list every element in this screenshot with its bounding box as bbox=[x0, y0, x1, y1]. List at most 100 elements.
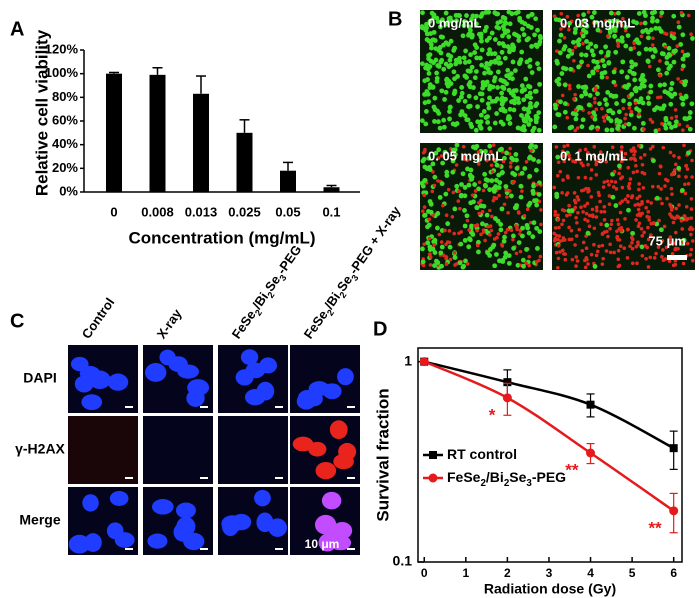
cell bbox=[652, 256, 657, 260]
cell bbox=[427, 19, 433, 24]
cell bbox=[457, 189, 461, 193]
cell bbox=[680, 32, 686, 38]
image-label: 0. 05 mg/mL bbox=[428, 148, 503, 163]
micrograph bbox=[218, 487, 288, 555]
cell bbox=[610, 145, 615, 150]
cell bbox=[474, 143, 480, 149]
cell bbox=[476, 249, 481, 255]
cell bbox=[610, 194, 616, 200]
cell bbox=[518, 194, 524, 200]
cell bbox=[630, 230, 636, 236]
cell bbox=[669, 125, 674, 130]
cell bbox=[473, 69, 479, 74]
cell bbox=[654, 251, 658, 256]
cell bbox=[581, 240, 586, 245]
cell bbox=[478, 203, 484, 209]
cell bbox=[485, 250, 490, 256]
cell bbox=[524, 113, 530, 118]
cell bbox=[453, 263, 457, 267]
cell bbox=[507, 47, 513, 52]
cell bbox=[423, 121, 429, 127]
cell bbox=[467, 228, 471, 232]
cell bbox=[608, 226, 612, 231]
cell bbox=[567, 27, 571, 32]
cell bbox=[665, 196, 669, 201]
cell bbox=[656, 184, 661, 189]
cell bbox=[562, 101, 568, 107]
cell bbox=[457, 55, 462, 61]
cell bbox=[583, 147, 588, 152]
cell bbox=[462, 207, 467, 213]
marker bbox=[586, 400, 595, 409]
cell bbox=[519, 89, 525, 94]
cell bbox=[467, 68, 473, 74]
cell bbox=[515, 262, 521, 268]
cell bbox=[638, 77, 644, 83]
cell bbox=[472, 50, 478, 55]
image-background bbox=[68, 416, 138, 484]
cell bbox=[515, 9, 521, 15]
cell bbox=[615, 229, 619, 234]
cell bbox=[492, 51, 498, 57]
cell bbox=[503, 20, 509, 26]
cell bbox=[639, 244, 645, 250]
cell bbox=[552, 124, 558, 130]
cell bbox=[683, 79, 689, 84]
cell bbox=[635, 169, 639, 174]
cell bbox=[683, 182, 687, 187]
cell bbox=[639, 156, 643, 160]
micrograph bbox=[290, 416, 360, 484]
cell bbox=[592, 116, 598, 122]
cell bbox=[527, 173, 533, 179]
cell bbox=[649, 233, 653, 237]
cell bbox=[632, 41, 636, 46]
cell bbox=[445, 221, 451, 227]
image-label: 0 mg/mL bbox=[428, 15, 482, 30]
y-tick-label: 1 bbox=[404, 352, 412, 368]
cell bbox=[445, 52, 451, 58]
cell bbox=[483, 183, 489, 189]
cell bbox=[503, 250, 509, 256]
cell bbox=[505, 227, 510, 232]
cell bbox=[596, 190, 601, 195]
cell bbox=[614, 101, 619, 106]
cell bbox=[479, 47, 485, 53]
cell bbox=[497, 258, 502, 264]
cell bbox=[561, 178, 565, 182]
cell bbox=[651, 46, 657, 52]
cell bbox=[584, 255, 589, 260]
cell bbox=[510, 43, 516, 49]
cell bbox=[493, 37, 498, 42]
cell bbox=[447, 105, 453, 110]
cell bbox=[689, 197, 694, 201]
cell bbox=[618, 20, 622, 25]
cell bbox=[584, 211, 589, 216]
cell bbox=[486, 105, 492, 111]
cell bbox=[642, 127, 646, 132]
bar bbox=[236, 132, 253, 192]
micrograph bbox=[68, 345, 138, 413]
cell bbox=[669, 205, 674, 210]
cell bbox=[477, 55, 483, 61]
cell bbox=[444, 21, 450, 27]
cell bbox=[664, 245, 669, 250]
cell bbox=[528, 101, 533, 106]
cell bbox=[523, 76, 529, 82]
cell bbox=[514, 166, 520, 171]
cell bbox=[488, 70, 494, 76]
cell bbox=[583, 217, 587, 222]
x-axis-label: Concentration (mg/mL) bbox=[129, 228, 316, 247]
cell bbox=[626, 227, 630, 232]
cell bbox=[614, 187, 619, 191]
cell bbox=[640, 121, 646, 126]
cell bbox=[513, 152, 519, 157]
cell bbox=[511, 98, 517, 104]
cell bbox=[483, 177, 489, 183]
cell bbox=[560, 191, 564, 195]
cell bbox=[567, 156, 572, 161]
cell bbox=[499, 146, 504, 152]
nucleus bbox=[152, 498, 174, 515]
cell bbox=[616, 109, 622, 115]
cell bbox=[676, 77, 680, 81]
cell bbox=[472, 182, 478, 187]
